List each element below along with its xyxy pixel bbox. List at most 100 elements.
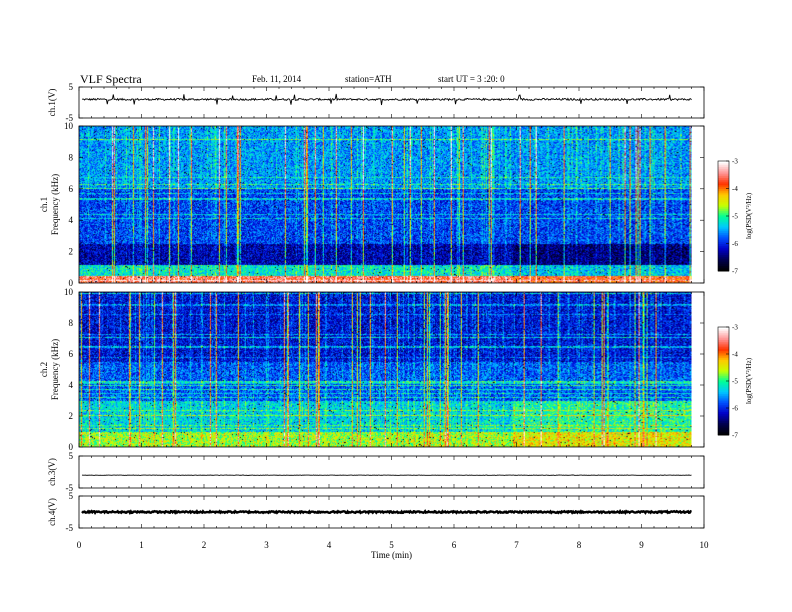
ch1-spectrogram-colorbar-cell <box>718 206 729 210</box>
ch2-spectrogram-colorbar-cell <box>718 334 729 337</box>
ch1-spectrogram-colorbar-tick-label: -6 <box>732 240 738 248</box>
ch2-spectrogram-colorbar-cell <box>718 420 729 423</box>
ch1-spectrogram-colorbar-cell <box>718 249 729 252</box>
ch1-spectrogram-colorbar-cell <box>718 227 729 230</box>
ch1-spectrogram-colorbar-cell <box>718 234 729 237</box>
ch4-waveform-ytick-label: -5 <box>66 523 74 533</box>
ch1-spectrogram-colorbar-cell <box>718 239 729 243</box>
time-axis-label: Time (min) <box>371 550 412 560</box>
ch1-spectrogram-colorbar-cell <box>718 161 729 164</box>
time-tick-label: 0 <box>77 540 82 550</box>
ch1-waveform-ytick-label: -5 <box>66 113 74 123</box>
ch2-spectrogram-colorbar-cell <box>718 400 729 404</box>
ch1-spectrogram-colorbar-cell <box>718 221 729 224</box>
ch2-spectrogram-colorbar-tick-label: -5 <box>732 378 738 386</box>
ch1-spectrogram-colorbar-cell <box>718 256 729 259</box>
ch1-spectrogram-colorbar-cell <box>718 243 729 246</box>
ch2-spectrogram-colorbar-cell <box>718 415 729 418</box>
ch2-spectrogram-colorbar-cell <box>718 386 729 389</box>
ch4-waveform-ylabel: ch.4(V) <box>47 498 57 526</box>
ch1-spectrogram-colorbar-cell <box>718 269 729 272</box>
ch2-spectrogram-colorbar-cell <box>718 402 729 405</box>
ch2-spectrogram-colorbar-cell <box>718 417 729 420</box>
ch2-spectrogram-colorbar-cell <box>718 341 729 344</box>
ch1-spectrogram-colorbar-cell <box>718 223 729 226</box>
time-tick-label: 9 <box>639 540 644 550</box>
ch1-spectrogram-colorbar-cell <box>718 216 729 219</box>
ch1-spectrogram-colorbar-cell <box>718 173 729 177</box>
ch1-spectrogram-colorbar-cell <box>718 172 729 175</box>
start-ut-label: start UT = 3 :20: 0 <box>438 74 505 84</box>
ch2-spectrogram-colorbar-cell <box>718 395 729 398</box>
ch2-spectrogram-colorbar-cell <box>718 373 729 377</box>
ch1-spectrogram-colorbar-cell <box>718 214 729 217</box>
ch2-spectrogram-colorbar-cell <box>718 390 729 393</box>
ch2-spectrogram-colorbar-cell <box>718 404 729 407</box>
ch2-spectrogram-colorbar-tick-label: -4 <box>732 351 738 359</box>
ch1-spectrogram-colorbar-cell <box>718 201 729 204</box>
ch2-spectrogram-colorbar-cell <box>718 336 729 339</box>
ch1-spectrogram-colorbar-cell <box>718 247 729 250</box>
ch1-spectrogram-ytick-label: 6 <box>69 184 74 194</box>
time-tick-label: 2 <box>202 540 207 550</box>
figure-title: VLF Spectra <box>80 72 142 86</box>
ch1-spectrogram-colorbar-cell <box>718 181 729 184</box>
ch1-spectrogram-colorbar-cell <box>718 194 729 197</box>
ch1-spectrogram-colorbar-cell <box>718 190 729 193</box>
ch1-spectrogram-colorbar-cell <box>718 232 729 235</box>
ch2-spectrogram-ytick-label: 8 <box>69 318 74 328</box>
ch1-spectrogram-colorbar-cell <box>718 210 729 213</box>
ch2-spectrogram-colorbar-tick-label: -3 <box>732 324 738 332</box>
ch2-spectrogram-colorbar-cell <box>718 422 729 425</box>
ch1-spectrogram-colorbar-cell <box>718 261 729 265</box>
ch2-spectrogram-colorbar-cell <box>718 339 729 342</box>
time-tick-label: 1 <box>139 540 144 550</box>
ch1-spectrogram-colorbar-cell <box>718 177 729 180</box>
ch4-waveform-ytick-label: 5 <box>69 491 74 501</box>
ch1-spectrogram-ytick-label: 8 <box>69 152 74 162</box>
time-tick-label: 8 <box>577 540 582 550</box>
ch2-spectrogram-colorbar-cell <box>718 433 729 436</box>
ch1-spectrogram-colorbar-cell <box>718 183 729 186</box>
ch1-spectrogram-colorbar-cell <box>718 195 729 199</box>
ch2-spectrogram-colorbar-cell <box>718 354 729 357</box>
ch1-spectrogram-colorbar-cell <box>718 212 729 215</box>
ch1-colorbar: -3 -4 -5 -6 -7 log(PSD(V²/Hz) <box>717 158 753 276</box>
ch2-spectrogram-colorbar-cell <box>718 411 729 414</box>
station-label: station=ATH <box>345 74 392 84</box>
ch1-spectrogram-colorbar-tick-label: -5 <box>732 213 738 221</box>
ch3-waveform-frame <box>78 455 705 489</box>
ch2-colorbar: -3 -4 -5 -6 -7 log(PSD(V²/Hz) <box>717 324 753 440</box>
ch2-spectrogram-colorbar-cell <box>718 370 729 373</box>
ch2-spectrogram-colorbar-cell <box>718 346 729 350</box>
ch2-spectrogram-colorbar-cell <box>718 350 729 353</box>
ch4-waveform-panel: 5 -5 ch.4(V) <box>47 491 705 533</box>
ch2-spectrogram-colorbar-cell <box>718 397 729 400</box>
ch1-waveform-ylabel: ch.1(V) <box>47 89 57 117</box>
ch1-spectrogram-colorbar-cell <box>718 236 729 239</box>
ch2-spectrogram-colorbar-cell <box>718 408 729 411</box>
ch2-spectrogram-colorbar-cell <box>718 406 729 409</box>
ch1-spectrogram-colorbar-tick-label: -7 <box>732 268 738 276</box>
ch4-waveform-trace <box>81 508 692 515</box>
ch3-waveform-panel: 5 -5 ch.3(V) <box>47 451 705 493</box>
time-tick-label: 3 <box>264 540 269 550</box>
ch2-spectrogram-ytick-label: 4 <box>69 380 74 390</box>
ch2-spectrogram-panel: 0 2 4 6 8 10 ch.2 Frequency (kHz) <box>39 287 705 452</box>
ch2-spectrogram-colorbar-label: log(PSD(V²/Hz) <box>745 357 753 404</box>
ch1-spectrogram-colorbar-cell <box>718 205 729 208</box>
ch2-spectrogram-colorbar-cell <box>718 348 729 351</box>
ch1-spectrogram-colorbar-cell <box>718 230 729 233</box>
ch2-spectrogram-colorbar-cell <box>718 366 729 369</box>
ch2-spectrogram-colorbar-cell <box>718 429 729 432</box>
ch2-spectrogram-colorbar-cell <box>718 391 729 395</box>
ch2-spectrogram-colorbar-cell <box>718 352 729 355</box>
ch1-spectrogram-colorbar-cell <box>718 188 729 191</box>
ch2-spectrogram-ytick-label: 0 <box>69 442 74 452</box>
time-tick-label: 6 <box>452 540 457 550</box>
ch2-spectrogram-colorbar-cell <box>718 359 729 362</box>
ch1-spectrogram-colorbar-cell <box>718 254 729 257</box>
ch2-spectrogram-colorbar-cell <box>718 328 729 332</box>
ch2-spectrogram-colorbar-tick-label: -6 <box>732 405 738 413</box>
ch2-spectrogram-colorbar-cell <box>718 337 729 341</box>
